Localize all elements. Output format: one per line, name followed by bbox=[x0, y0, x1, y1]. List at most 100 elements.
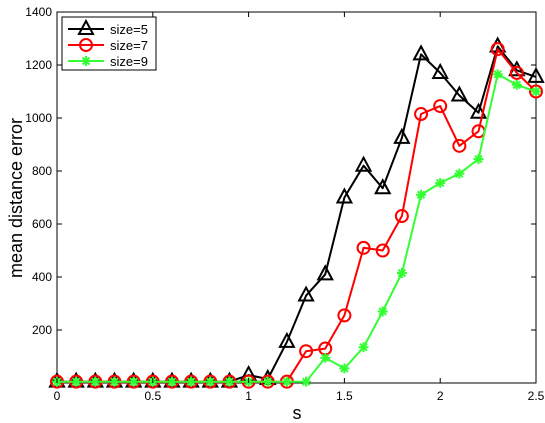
marker-stroke bbox=[416, 190, 426, 200]
data-point-size-5 bbox=[450, 85, 469, 102]
data-point-size-5 bbox=[431, 62, 449, 79]
marker-stroke bbox=[435, 178, 445, 188]
series-size-9 bbox=[52, 69, 541, 387]
data-point-size-7 bbox=[490, 42, 505, 57]
data-point-size-9 bbox=[186, 376, 197, 387]
data-point-size-9 bbox=[454, 168, 465, 179]
legend-item-size-7: size=7 bbox=[68, 38, 148, 53]
y-tick-label: 600 bbox=[32, 217, 52, 231]
marker-stroke bbox=[167, 377, 177, 386]
marker-stroke bbox=[493, 70, 502, 79]
data-point-size-5 bbox=[335, 187, 354, 204]
y-tick-label: 800 bbox=[32, 164, 52, 178]
data-point-size-9 bbox=[531, 86, 541, 97]
data-point-size-5 bbox=[354, 155, 373, 172]
y-axis-label: mean distance error bbox=[6, 118, 26, 278]
y-tick-label: 1400 bbox=[25, 5, 52, 19]
data-point-size-7 bbox=[433, 99, 448, 114]
legend-marker bbox=[81, 56, 91, 66]
y-axis-ticks: 200 400 600 800 1000 1200 1400 bbox=[25, 5, 536, 337]
data-point-size-7 bbox=[299, 344, 314, 359]
data-point-size-9 bbox=[416, 189, 427, 200]
data-point-size-7 bbox=[375, 243, 390, 258]
data-point-size-9 bbox=[224, 376, 235, 387]
marker-stroke bbox=[359, 343, 368, 352]
data-point-size-5 bbox=[469, 102, 488, 119]
data-point-size-9 bbox=[90, 376, 101, 387]
data-point-size-9 bbox=[71, 376, 82, 387]
marker-stroke bbox=[474, 154, 483, 164]
marker-stroke bbox=[321, 353, 330, 363]
x-axis-ticks: 0 0.5 1 1.5 2 2.5 bbox=[54, 12, 545, 403]
marker-stroke bbox=[206, 377, 215, 386]
marker-stroke bbox=[186, 377, 196, 386]
marker-stroke bbox=[340, 364, 349, 373]
x-axis-label: s bbox=[293, 403, 302, 423]
marker-stroke bbox=[110, 377, 119, 386]
data-point-size-9 bbox=[109, 376, 120, 387]
data-point-size-9 bbox=[128, 376, 139, 387]
data-point-size-9 bbox=[339, 363, 350, 374]
data-point-size-9 bbox=[320, 352, 331, 363]
data-point-size-9 bbox=[205, 376, 216, 387]
marker-stroke bbox=[91, 377, 100, 386]
marker-stroke bbox=[129, 377, 138, 386]
data-point-size-9 bbox=[358, 342, 369, 353]
data-point-size-9 bbox=[281, 376, 292, 387]
y-tick-label: 1000 bbox=[25, 111, 52, 125]
marker-stroke bbox=[81, 56, 91, 66]
data-point-size-5 bbox=[297, 285, 315, 302]
legend-label: size=9 bbox=[110, 54, 148, 69]
marker-stroke bbox=[455, 169, 464, 178]
y-tick-label: 200 bbox=[32, 323, 52, 337]
marker-stroke bbox=[397, 268, 407, 278]
legend-item-size-9: size=9 bbox=[68, 54, 148, 69]
data-point-size-7 bbox=[414, 107, 429, 122]
data-point-size-5 bbox=[527, 66, 545, 83]
data-point-size-7 bbox=[452, 138, 467, 153]
data-point-size-9 bbox=[301, 376, 312, 387]
x-tick-label: 2 bbox=[437, 389, 444, 403]
marker-stroke bbox=[263, 377, 272, 386]
legend-marker bbox=[77, 18, 95, 35]
data-point-size-5 bbox=[393, 127, 411, 144]
x-tick-label: 2.5 bbox=[528, 389, 545, 403]
marker-stroke bbox=[225, 377, 234, 386]
marker-stroke bbox=[378, 307, 387, 316]
marker-stroke bbox=[71, 377, 81, 386]
legend-marker bbox=[79, 38, 93, 52]
x-tick-label: 1.5 bbox=[336, 389, 353, 403]
legend-label: size=7 bbox=[110, 38, 148, 53]
y-tick-label: 1200 bbox=[25, 58, 52, 72]
marker-stroke bbox=[301, 377, 311, 386]
legend-label: size=5 bbox=[110, 22, 148, 37]
data-point-size-9 bbox=[377, 306, 388, 317]
data-point-size-9 bbox=[396, 268, 407, 279]
y-tick-label: 400 bbox=[32, 270, 52, 284]
legend-item-size-5: size=5 bbox=[68, 18, 148, 37]
marker-stroke bbox=[512, 80, 522, 90]
x-tick-label: 0 bbox=[54, 389, 61, 403]
marker-stroke bbox=[282, 377, 292, 386]
series-layer bbox=[48, 36, 545, 389]
data-point-size-9 bbox=[492, 69, 503, 80]
data-point-size-5 bbox=[316, 264, 334, 281]
data-point-size-7 bbox=[529, 84, 543, 99]
data-point-size-7 bbox=[394, 209, 409, 224]
data-point-size-5 bbox=[374, 178, 392, 195]
data-point-size-9 bbox=[166, 376, 177, 387]
data-point-size-7 bbox=[337, 308, 352, 323]
marker-stroke bbox=[531, 87, 541, 96]
data-point-size-7 bbox=[356, 240, 371, 255]
data-point-size-7 bbox=[509, 65, 524, 80]
data-point-size-9 bbox=[473, 154, 484, 165]
data-point-size-9 bbox=[435, 177, 446, 188]
data-point-size-9 bbox=[262, 376, 273, 387]
data-point-size-5 bbox=[412, 44, 430, 61]
x-tick-label: 1 bbox=[245, 389, 252, 403]
x-tick-label: 0.5 bbox=[144, 389, 161, 403]
data-point-size-5 bbox=[278, 331, 296, 348]
